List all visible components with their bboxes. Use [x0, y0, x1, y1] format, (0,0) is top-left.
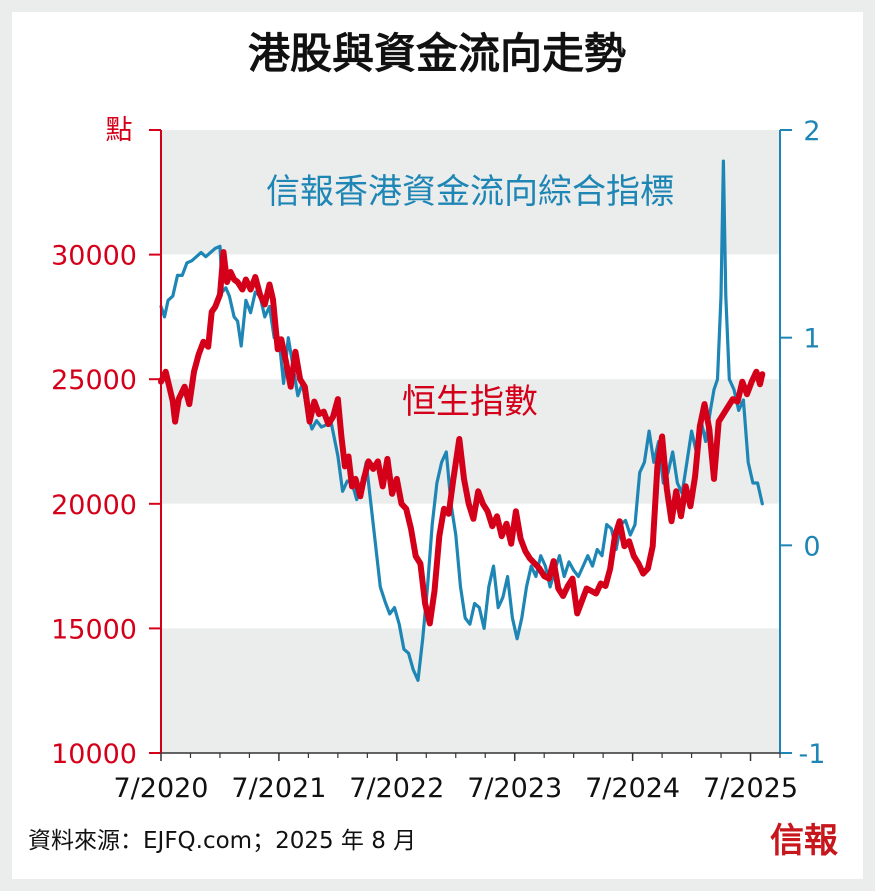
- series-label-capital-flow: 信報香港資金流向綜合指標: [266, 172, 674, 212]
- grid-band: [161, 503, 780, 629]
- right-axis-tick-label: 1: [803, 324, 820, 355]
- left-axis-unit: 點: [106, 115, 133, 146]
- x-axis-tick-label: 7/2022: [349, 773, 444, 804]
- publisher-logo: 信報: [770, 821, 838, 861]
- grid-bands: [161, 130, 780, 753]
- right-axis-tick-label: 0: [803, 531, 820, 562]
- source-note: 資料來源：EJFQ.com；2025 年 8 月: [28, 828, 416, 854]
- axes: 10000 15000 20000 25000 30000 -1 0 1 2 7/2020 7/20…: [51, 116, 825, 804]
- left-axis-tick-label: 20000: [51, 490, 137, 521]
- x-axis-tick-label: 7/2021: [231, 773, 326, 804]
- left-axis-tick-label: 25000: [51, 365, 137, 396]
- series-line-capital-flow: [159, 159, 764, 682]
- x-axis-tick-label: 7/2025: [703, 773, 798, 804]
- right-axis-tick-label: 2: [803, 116, 820, 147]
- left-axis-tick-label: 30000: [51, 241, 137, 272]
- right-axis-tick-label: -1: [799, 739, 826, 770]
- x-axis-tick-label: 7/2020: [114, 773, 209, 804]
- chart-title: 港股與資金流向走勢: [248, 29, 626, 78]
- x-axis-tick-label: 7/2023: [467, 773, 562, 804]
- grid-band: [161, 130, 780, 255]
- left-axis-tick-label: 15000: [51, 614, 137, 645]
- x-axis-tick-label: 7/2024: [585, 773, 680, 804]
- series-line-hang-seng: [158, 249, 766, 627]
- grid-band: [161, 254, 780, 380]
- left-axis-tick-label: 10000: [51, 739, 137, 770]
- series-label-hang-seng: 恒生指數: [402, 382, 538, 422]
- grid-band: [161, 628, 780, 753]
